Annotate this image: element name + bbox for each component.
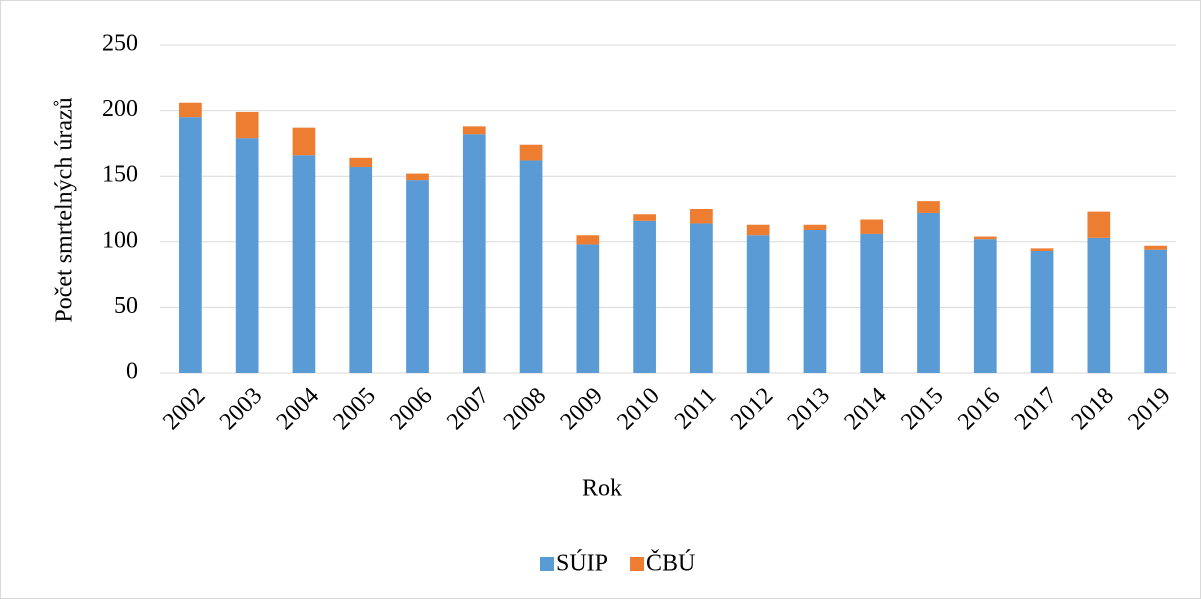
legend-label: SÚIP — [556, 550, 608, 577]
x-axis-title: Rok — [582, 476, 622, 502]
y-axis-title: Počet smrtelných úrazů — [52, 97, 78, 322]
bar-segment — [1030, 250, 1054, 373]
bar-segment — [1087, 211, 1111, 238]
bar-segment — [576, 235, 600, 245]
bar-segment — [235, 111, 259, 139]
legend-swatch — [630, 557, 645, 571]
y-tick-label: 150 — [102, 162, 138, 188]
bar-segment — [1087, 237, 1111, 373]
y-tick-label: 50 — [114, 293, 138, 319]
bar-segment — [406, 173, 429, 181]
bar-segment — [633, 220, 656, 373]
bar-segment — [406, 180, 429, 373]
bar-segment — [292, 155, 316, 373]
y-tick-label: 250 — [102, 31, 138, 57]
bar-segment — [1144, 245, 1167, 250]
bar-segment — [803, 224, 827, 230]
bar-segment — [746, 235, 770, 373]
bar-segment — [462, 134, 486, 373]
bar-segment — [803, 229, 827, 373]
bar-segment — [746, 224, 770, 236]
bar-segment — [1144, 249, 1167, 373]
bar-segment — [973, 239, 997, 373]
bar-segment — [519, 144, 543, 161]
bar-segment — [349, 157, 373, 168]
bar-segment — [576, 244, 600, 373]
bar-segment — [860, 219, 884, 234]
y-tick-label: 200 — [102, 96, 138, 122]
bar-segment — [917, 201, 940, 213]
bar-segment — [1030, 248, 1054, 251]
bar-segment — [519, 160, 543, 373]
bar-segment — [235, 138, 259, 373]
bar-segment — [690, 209, 713, 224]
bar-segment — [179, 117, 202, 373]
y-tick-label: 100 — [102, 227, 138, 253]
bar-segment — [917, 212, 940, 373]
bar-segment — [462, 126, 486, 135]
bar-segment — [690, 223, 713, 373]
bar-segment — [633, 214, 656, 221]
legend-swatch — [540, 557, 554, 571]
bar-segment — [349, 167, 373, 373]
legend-label: ČBÚ — [646, 550, 695, 577]
y-tick-label: 0 — [126, 359, 138, 385]
bar-segment — [860, 233, 884, 373]
bar-segment — [179, 102, 202, 118]
bar-segment — [973, 236, 997, 240]
bar-segment — [292, 127, 316, 156]
